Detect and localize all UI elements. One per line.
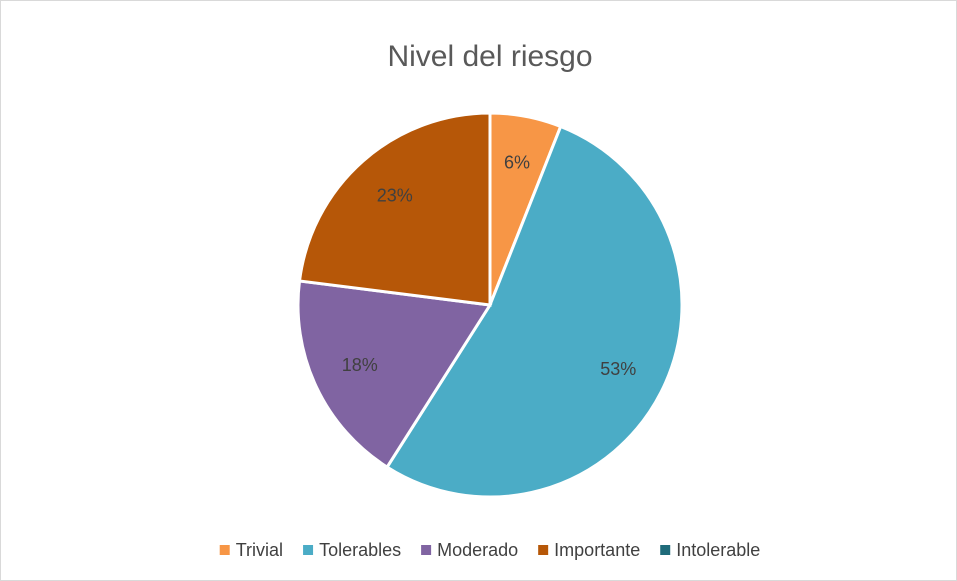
data-label: 53% [600,359,636,379]
data-label: 23% [377,186,413,206]
pie-slice [385,124,684,499]
legend-label: Moderado [437,540,518,560]
legend-label: Trivial [236,540,283,560]
legend-swatch [219,545,230,555]
pie-slice [297,111,492,307]
legend-label: Intolerable [676,540,760,560]
legend-swatch [660,545,671,555]
data-label: 18% [342,355,378,375]
legend-label: Tolerables [319,540,401,560]
legend-swatch [421,545,432,555]
legend-swatch [303,545,314,555]
pie-slice [296,279,493,470]
data-label: 6% [504,152,530,172]
chart-title: Nivel del riesgo [387,40,592,73]
legend-swatch [538,545,549,555]
legend-label: Importante [554,540,640,560]
